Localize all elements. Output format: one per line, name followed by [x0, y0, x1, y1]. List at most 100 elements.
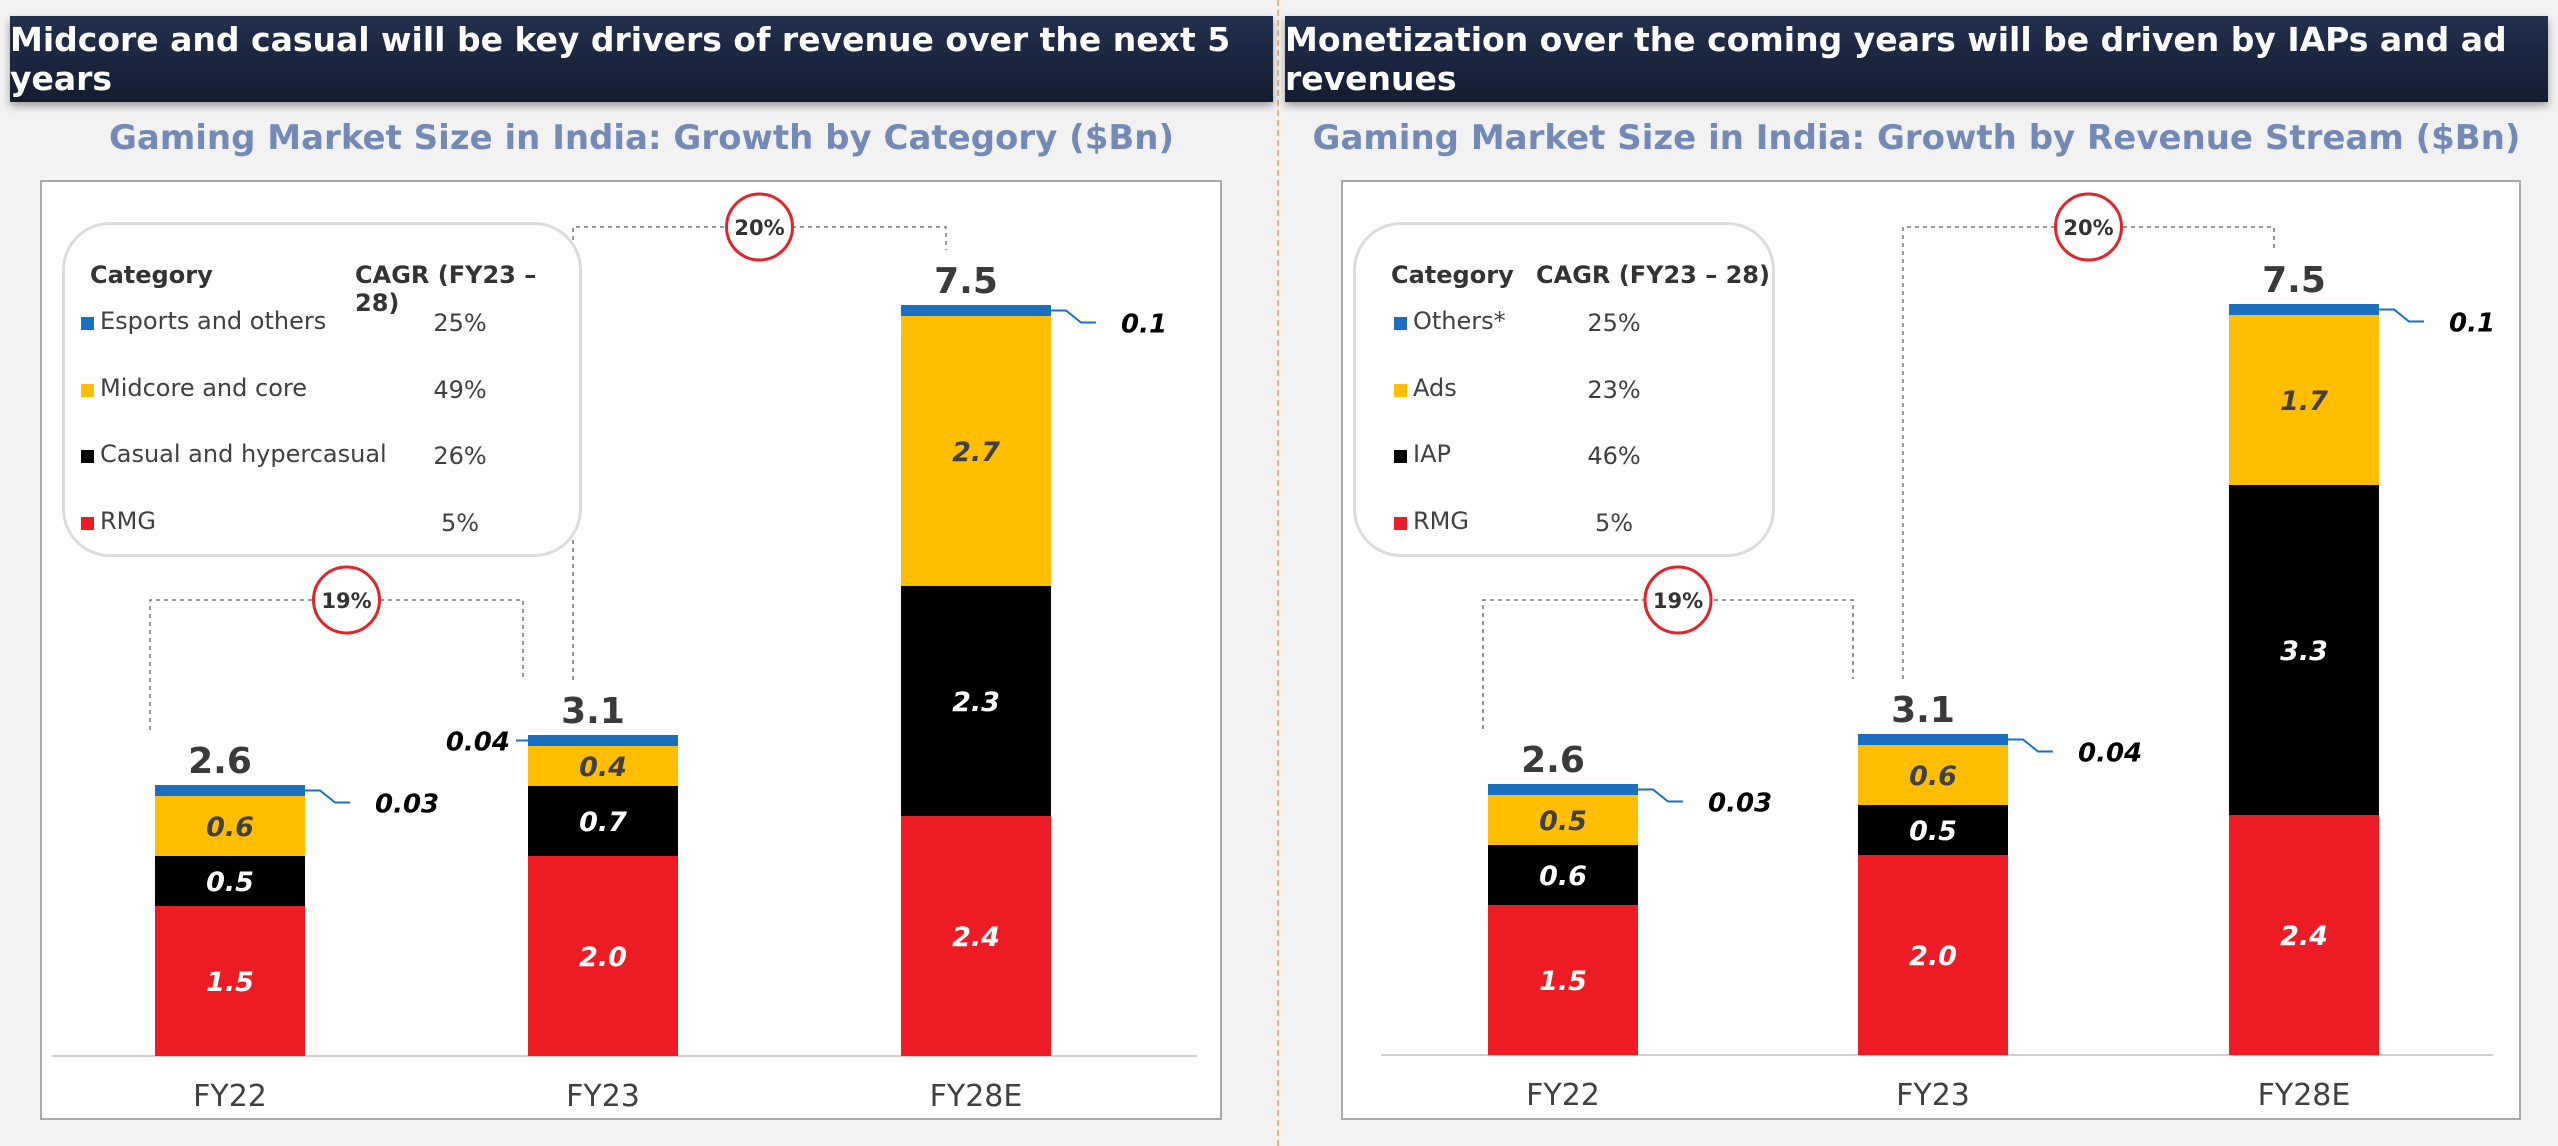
legend-swatch: [1394, 317, 1407, 330]
cagr-label: 19%: [1653, 589, 1703, 613]
legend-header-cagr: CAGR (FY23 – 28): [355, 261, 537, 317]
data-label: 1.5: [1539, 966, 1587, 997]
legend-row: Esports and others 25%: [65, 303, 579, 343]
bar-segment: [1858, 745, 2008, 805]
bar-segment: [155, 906, 305, 1056]
legend-cagr: 25%: [1587, 309, 1641, 337]
bar-segment: [1488, 845, 1638, 905]
bar-segment: [528, 856, 678, 1056]
cagr-connector: [149, 599, 524, 730]
category-label: FY28E: [2258, 1078, 2351, 1113]
legend-label: Ads: [1413, 374, 1457, 402]
leader-line: [1051, 309, 1096, 324]
data-label: 2.0: [579, 942, 627, 973]
data-label: 0.04: [446, 728, 510, 758]
legend-row: Casual and hypercasual 26%: [65, 436, 579, 476]
bar-segment: [155, 856, 305, 906]
leader-line: [305, 789, 350, 804]
data-label: 0.4: [579, 752, 627, 783]
banner-title: Monetization over the coming years will …: [1285, 16, 2548, 102]
data-label: 2.4: [2280, 921, 2328, 952]
banner-title: Midcore and casual will be key drivers o…: [10, 16, 1273, 102]
bar-segment: [2229, 815, 2379, 1055]
legend-swatch: [1394, 450, 1407, 463]
legend-swatch: [81, 317, 94, 330]
chart-title: Gaming Market Size in India: Growth by R…: [1312, 118, 2521, 158]
legend-row: IAP 46%: [1356, 436, 1772, 476]
legend-label: Esports and others: [100, 307, 327, 335]
legend-label: Casual and hypercasual: [100, 440, 387, 468]
data-label: 0.6: [206, 812, 254, 843]
data-label: 0.03: [1708, 789, 1772, 819]
data-label: 0.1: [1121, 310, 1167, 340]
data-label: 0.7: [579, 807, 627, 838]
chart-title: Gaming Market Size in India: Growth by C…: [108, 118, 1175, 158]
legend-label: RMG: [1413, 507, 1469, 535]
cagr-legend: Category CAGR (FY23 – 28) Esports and ot…: [62, 222, 582, 557]
legend-header-cagr: CAGR (FY23 – 28): [1536, 261, 1770, 289]
cagr-label: 19%: [321, 589, 371, 613]
bar-segment: [901, 316, 1051, 586]
bar-segment: [2229, 485, 2379, 815]
cagr-badge: [1643, 565, 1713, 635]
legend-swatch: [1394, 384, 1407, 397]
legend-label: Midcore and core: [100, 374, 307, 402]
total-label: 7.5: [2262, 260, 2326, 301]
category-label: FY23: [1896, 1078, 1970, 1113]
cagr-label: 20%: [734, 216, 784, 240]
data-label: 1.7: [2280, 386, 2328, 417]
bar-segment: [901, 305, 1051, 316]
legend-cagr: 25%: [433, 309, 487, 337]
leader-line: [2008, 738, 2053, 753]
data-label: 1.5: [206, 967, 254, 998]
cagr-badge: [312, 565, 381, 635]
legend-row: Others* 25%: [1356, 303, 1772, 343]
data-label: 0.03: [375, 790, 439, 820]
legend-cagr: 49%: [433, 376, 487, 404]
cagr-badge: [2054, 192, 2123, 262]
data-label: 0.5: [1909, 816, 1957, 847]
chart-area: 1.5 0.5 0.6 0.03 2.6 FY22 2.0 0.7 0.4 0.04 3.1 FY23…: [40, 180, 1222, 1120]
cagr-connector: [1902, 226, 2275, 679]
bar-segment: [155, 796, 305, 856]
total-label: 3.1: [1891, 690, 1955, 731]
cagr-badge: [725, 192, 794, 262]
legend-label: IAP: [1413, 440, 1451, 468]
legend-row: RMG 5%: [65, 503, 579, 543]
total-label: 3.1: [561, 691, 625, 732]
legend-swatch: [81, 384, 94, 397]
category-label: FY22: [193, 1079, 267, 1114]
data-label: 2.3: [952, 687, 1000, 718]
panel-category: Midcore and casual will be key drivers o…: [10, 0, 1273, 1146]
stacked-bar-chart: 1.5 0.5 0.6 0.03 2.6 FY22 2.0 0.7 0.4 0.04 3.1 FY23…: [52, 192, 1197, 1114]
bar-segment: [2229, 304, 2379, 315]
data-label: 2.4: [952, 922, 1000, 953]
stacked-bar-chart: 1.5 0.6 0.5 0.03 2.6 FY22 2.0 0.5 0.6 0.04 3.1 FY23…: [1381, 192, 2495, 1113]
legend-label: RMG: [100, 507, 156, 535]
bar-segment: [1488, 905, 1638, 1055]
chart-area: 1.5 0.6 0.5 0.03 2.6 FY22 2.0 0.5 0.6 0.04 3.1 FY23…: [1341, 180, 2521, 1120]
data-label: 0.6: [1539, 861, 1587, 892]
legend-row: Midcore and core 49%: [65, 370, 579, 410]
data-label: 0.5: [206, 867, 254, 898]
cagr-label: 20%: [2063, 216, 2113, 240]
data-label: 3.3: [2280, 636, 2328, 667]
legend-header-category: Category: [90, 261, 213, 289]
bar-segment: [1488, 784, 1638, 795]
cagr-connector: [572, 226, 947, 680]
legend-cagr: 5%: [1594, 509, 1634, 537]
total-label: 7.5: [934, 261, 998, 302]
data-label: 0.04: [2078, 739, 2142, 769]
bar-segment: [528, 746, 678, 786]
legend-label: Others*: [1413, 307, 1506, 335]
bar-segment: [901, 816, 1051, 1056]
total-label: 2.6: [188, 741, 252, 782]
legend-swatch: [81, 450, 94, 463]
bar-segment: [528, 735, 678, 746]
panel-revenue-stream: Monetization over the coming years will …: [1285, 0, 2548, 1146]
data-label: 0.5: [1539, 806, 1587, 837]
bar-segment: [1858, 805, 2008, 855]
legend-cagr: 26%: [433, 442, 487, 470]
panel-divider: [1277, 0, 1279, 1146]
leader-line: [1638, 788, 1683, 803]
